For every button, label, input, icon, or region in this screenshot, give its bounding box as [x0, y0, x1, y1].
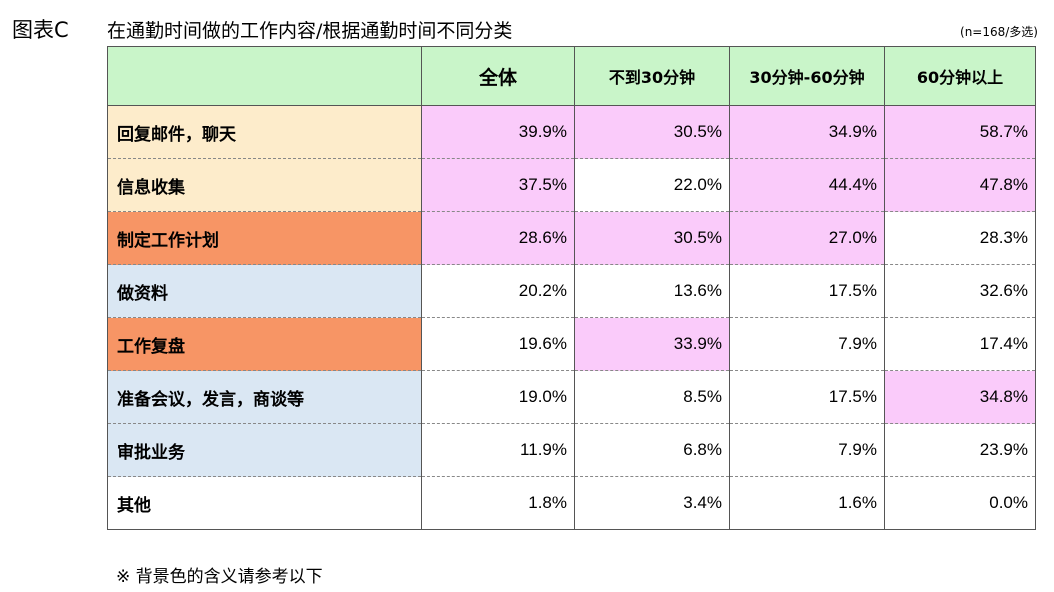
- value-cell: 19.6%: [421, 317, 575, 371]
- table-row: 工作复盘 19.6% 33.9% 7.9% 17.4%: [107, 317, 1036, 371]
- table-row: 做资料 20.2% 13.6% 17.5% 32.6%: [107, 264, 1036, 318]
- value-cell: 39.9%: [421, 105, 575, 159]
- value-cell: 6.8%: [574, 423, 730, 477]
- table-row: 制定工作计划 28.6% 30.5% 27.0% 28.3%: [107, 211, 1036, 265]
- value-cell: 28.6%: [421, 211, 575, 265]
- value-cell: 8.5%: [574, 370, 730, 424]
- value-cell: 17.5%: [729, 370, 885, 424]
- table-row: 其他 1.8% 3.4% 1.6% 0.0%: [107, 476, 1036, 530]
- table-row: 审批业务 11.9% 6.8% 7.9% 23.9%: [107, 423, 1036, 477]
- figure-label: 图表C: [12, 18, 69, 42]
- value-cell: 33.9%: [574, 317, 730, 371]
- value-cell: 20.2%: [421, 264, 575, 318]
- value-cell: 7.9%: [729, 317, 885, 371]
- table-row: 准备会议，发言，商谈等 19.0% 8.5% 17.5% 34.8%: [107, 370, 1036, 424]
- value-cell: 17.5%: [729, 264, 885, 318]
- footnote: ※ 背景色的含义请参考以下: [116, 567, 323, 587]
- value-cell: 32.6%: [884, 264, 1036, 318]
- sample-size-note: (n=168/多选): [960, 25, 1038, 39]
- value-cell: 7.9%: [729, 423, 885, 477]
- value-cell: 22.0%: [574, 158, 730, 212]
- value-cell: 23.9%: [884, 423, 1036, 477]
- column-header-all: 全体: [421, 46, 575, 106]
- value-cell: 19.0%: [421, 370, 575, 424]
- row-label: 回复邮件，聊天: [107, 105, 422, 159]
- row-label: 审批业务: [107, 423, 422, 477]
- column-header-over-60: 60分钟以上: [884, 46, 1036, 106]
- table-row: 信息收集 37.5% 22.0% 44.4% 47.8%: [107, 158, 1036, 212]
- value-cell: 3.4%: [574, 476, 730, 530]
- value-cell: 30.5%: [574, 105, 730, 159]
- data-table: 全体 不到30分钟 30分钟-60分钟 60分钟以上 回复邮件，聊天 39.9%…: [107, 46, 1036, 530]
- header-corner-cell: [107, 46, 422, 106]
- column-header-under-30: 不到30分钟: [574, 46, 730, 106]
- value-cell: 0.0%: [884, 476, 1036, 530]
- table-header-row: 全体 不到30分钟 30分钟-60分钟 60分钟以上: [107, 46, 1036, 106]
- value-cell: 1.8%: [421, 476, 575, 530]
- row-label: 工作复盘: [107, 317, 422, 371]
- value-cell: 17.4%: [884, 317, 1036, 371]
- value-cell: 58.7%: [884, 105, 1036, 159]
- value-cell: 34.9%: [729, 105, 885, 159]
- value-cell: 27.0%: [729, 211, 885, 265]
- figure-title: 在通勤时间做的工作内容/根据通勤时间不同分类: [107, 20, 513, 42]
- row-label: 其他: [107, 476, 422, 530]
- column-header-30-60: 30分钟-60分钟: [729, 46, 885, 106]
- value-cell: 28.3%: [884, 211, 1036, 265]
- row-label: 信息收集: [107, 158, 422, 212]
- value-cell: 11.9%: [421, 423, 575, 477]
- value-cell: 37.5%: [421, 158, 575, 212]
- row-label: 制定工作计划: [107, 211, 422, 265]
- row-label: 准备会议，发言，商谈等: [107, 370, 422, 424]
- row-label: 做资料: [107, 264, 422, 318]
- value-cell: 30.5%: [574, 211, 730, 265]
- value-cell: 34.8%: [884, 370, 1036, 424]
- table-row: 回复邮件，聊天 39.9% 30.5% 34.9% 58.7%: [107, 105, 1036, 159]
- value-cell: 1.6%: [729, 476, 885, 530]
- value-cell: 44.4%: [729, 158, 885, 212]
- value-cell: 47.8%: [884, 158, 1036, 212]
- value-cell: 13.6%: [574, 264, 730, 318]
